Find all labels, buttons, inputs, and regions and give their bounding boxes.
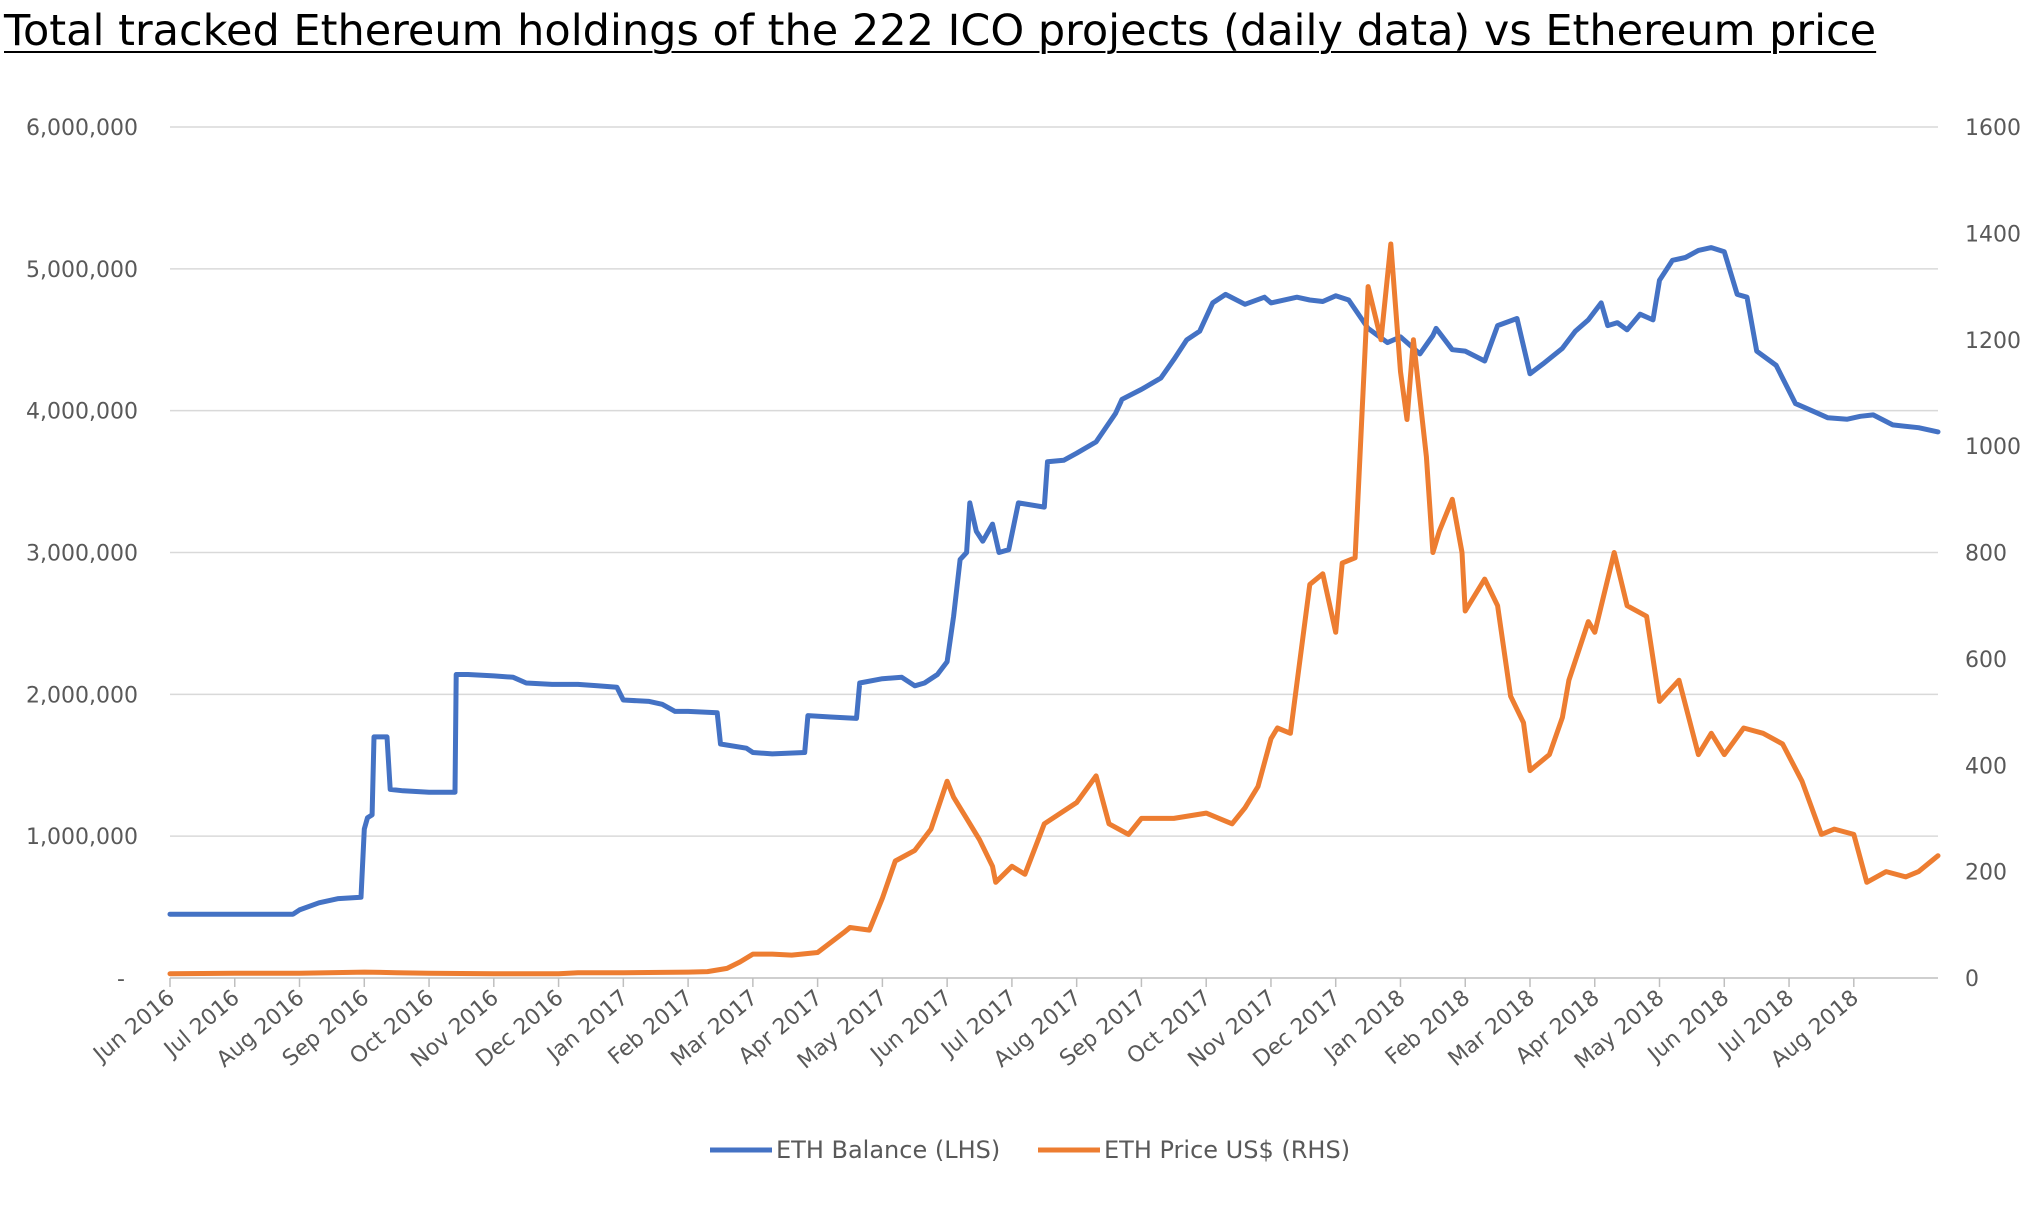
right-tick-label: 400 (1965, 754, 2007, 779)
right-axis-ticks: 0 200 400 600 800 1000 1200 1400 1600 (1965, 116, 2020, 992)
chart-title: Total tracked Ethereum holdings of the 2… (4, 6, 1877, 56)
x-tick-label: Jun 2016 (88, 985, 180, 1068)
legend-label-price: ETH Price US$ (RHS) (1104, 1136, 1350, 1164)
left-axis-ticks: - 1,000,000 2,000,000 3,000,000 4,000,000 5,0… (26, 116, 138, 992)
left-tick-label: 6,000,000 (26, 116, 138, 141)
legend-label-balance: ETH Balance (LHS) (776, 1136, 1000, 1164)
left-tick-label: 1,000,000 (26, 825, 138, 850)
right-tick-label: 800 (1965, 542, 2007, 567)
right-tick-label: 200 (1965, 861, 2007, 886)
legend: ETH Balance (LHS) ETH Price US$ (RHS) (710, 1136, 1350, 1164)
right-tick-label: 0 (1965, 967, 1979, 992)
series-lines (167, 241, 1941, 977)
left-tick-label: 5,000,000 (26, 258, 138, 283)
left-tick-label: 4,000,000 (26, 400, 138, 425)
right-tick-label: 1200 (1965, 329, 2020, 354)
left-tick-label: - (117, 967, 125, 992)
right-tick-label: 1000 (1965, 435, 2020, 460)
right-tick-label: 1400 (1965, 222, 2020, 247)
x-axis (169, 977, 1938, 987)
left-tick-label: 2,000,000 (26, 683, 138, 708)
gridlines (170, 126, 1938, 837)
eth-price-line (167, 241, 1941, 977)
right-tick-label: 600 (1965, 648, 2007, 673)
left-tick-label: 3,000,000 (26, 542, 138, 567)
right-tick-label: 1600 (1965, 116, 2020, 141)
eth-balance-line (167, 245, 1941, 917)
